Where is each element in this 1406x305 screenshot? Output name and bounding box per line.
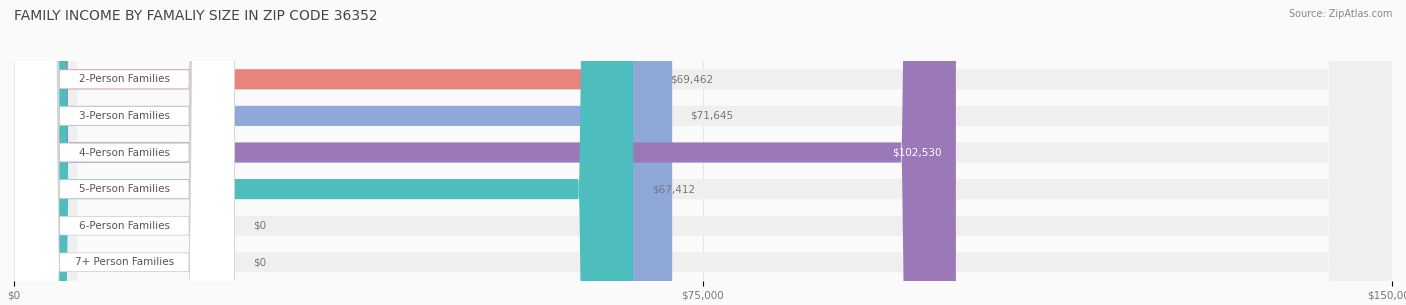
Text: 6-Person Families: 6-Person Families (79, 221, 170, 231)
Text: $0: $0 (253, 257, 266, 267)
FancyBboxPatch shape (14, 0, 672, 305)
FancyBboxPatch shape (14, 0, 235, 305)
FancyBboxPatch shape (14, 0, 1392, 305)
FancyBboxPatch shape (14, 0, 235, 305)
Text: $0: $0 (253, 221, 266, 231)
FancyBboxPatch shape (14, 0, 633, 305)
FancyBboxPatch shape (14, 0, 235, 305)
FancyBboxPatch shape (14, 0, 235, 305)
Text: 7+ Person Families: 7+ Person Families (75, 257, 174, 267)
FancyBboxPatch shape (14, 0, 956, 305)
Text: $71,645: $71,645 (690, 111, 734, 121)
Text: 4-Person Families: 4-Person Families (79, 148, 170, 157)
FancyBboxPatch shape (14, 0, 1392, 305)
Text: FAMILY INCOME BY FAMALIY SIZE IN ZIP CODE 36352: FAMILY INCOME BY FAMALIY SIZE IN ZIP COD… (14, 9, 378, 23)
FancyBboxPatch shape (14, 0, 652, 305)
FancyBboxPatch shape (14, 0, 1392, 305)
FancyBboxPatch shape (14, 0, 1392, 305)
Text: $102,530: $102,530 (893, 148, 942, 157)
FancyBboxPatch shape (14, 0, 235, 305)
Text: 2-Person Families: 2-Person Families (79, 74, 170, 84)
FancyBboxPatch shape (14, 0, 235, 305)
Text: 3-Person Families: 3-Person Families (79, 111, 170, 121)
Text: Source: ZipAtlas.com: Source: ZipAtlas.com (1288, 9, 1392, 19)
FancyBboxPatch shape (14, 0, 1392, 305)
FancyBboxPatch shape (14, 0, 1392, 305)
Text: $69,462: $69,462 (671, 74, 714, 84)
Text: $67,412: $67,412 (651, 184, 695, 194)
Text: 5-Person Families: 5-Person Families (79, 184, 170, 194)
